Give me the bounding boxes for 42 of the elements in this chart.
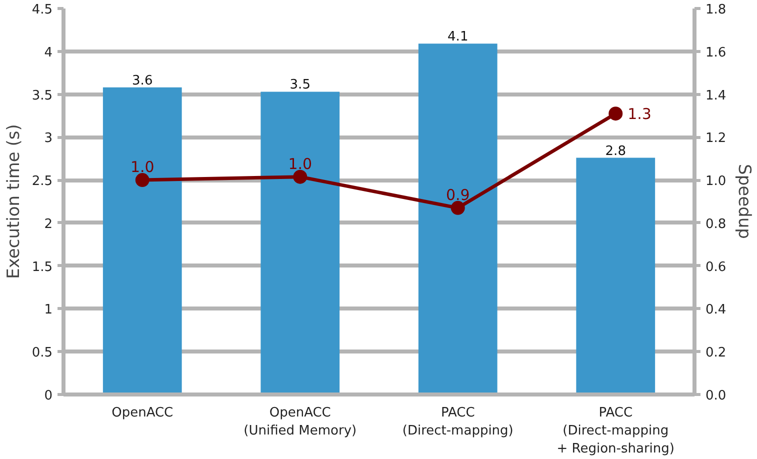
y-tick-label: 0 — [44, 388, 53, 404]
y-tick-label: 0.5 — [32, 346, 53, 361]
data-label: 4.1 — [448, 30, 468, 45]
data-label: 1.0 — [288, 154, 312, 173]
bar — [102, 87, 182, 394]
y2-tick-label: 1.8 — [706, 2, 726, 18]
y2-tick-label: 0.8 — [706, 216, 726, 232]
x-tick-label: OpenACC — [112, 406, 174, 420]
y2-tick-label: 0.4 — [706, 302, 726, 318]
data-label: 3.6 — [132, 73, 153, 88]
y-tick-label: 4 — [44, 45, 53, 60]
data-label: 3.5 — [290, 78, 310, 93]
point — [450, 200, 465, 215]
y2-tick-label: 1.4 — [706, 88, 726, 104]
y2-axis-title: Speedup — [734, 164, 754, 239]
y2-tick-label: 1.0 — [706, 174, 726, 190]
x-tick-label: OpenACC (Unified Memory) — [244, 406, 357, 438]
data-label: 0.9 — [446, 186, 470, 204]
y-tick-label: 1.5 — [32, 260, 53, 275]
y-axis-title: Execution time (s) — [4, 124, 24, 279]
y-tick-label: 3.5 — [32, 88, 53, 104]
point — [608, 106, 623, 121]
data-label: 1.0 — [130, 158, 154, 176]
y2-tick-label: 1.2 — [706, 131, 726, 146]
y2-tick-label: 0.6 — [706, 260, 726, 275]
point — [293, 170, 308, 184]
y-tick-label: 3 — [44, 131, 53, 146]
bar — [576, 158, 656, 394]
data-label: 1.3 — [628, 105, 652, 124]
y-tick-label: 4.5 — [32, 2, 53, 18]
y-tick-label: 2 — [44, 216, 53, 232]
bar — [418, 44, 498, 394]
x-tick-label: PACC (Direct-mapping + Region-sharing) — [556, 406, 674, 456]
data-label: 2.8 — [605, 144, 626, 159]
point — [135, 173, 150, 188]
x-tick-label: PACC (Direct-mapping) — [402, 406, 514, 438]
y2-tick-label: 1.6 — [706, 45, 726, 60]
bar — [260, 92, 340, 394]
y-tick-label: 1 — [44, 302, 53, 318]
y2-tick-label: 0.0 — [706, 388, 726, 404]
y-tick-label: 2.5 — [32, 174, 53, 190]
y2-tick-label: 0.2 — [706, 346, 726, 361]
